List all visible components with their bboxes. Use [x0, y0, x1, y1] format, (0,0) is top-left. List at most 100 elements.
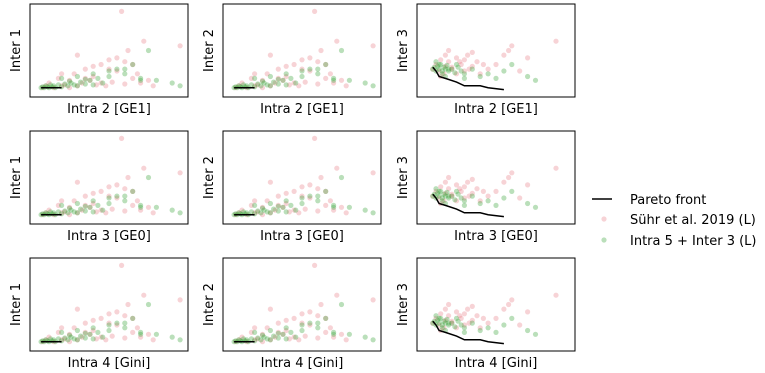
- y-axis-label: Inter 3: [396, 29, 411, 72]
- suhr-point: [125, 301, 131, 308]
- intra5-inter3-point: [138, 77, 144, 83]
- suhr-point: [138, 334, 144, 340]
- suhr-point: [553, 165, 559, 171]
- suhr-point: [442, 190, 448, 196]
- suhr-point: [74, 179, 80, 185]
- intra5-inter3-point: [461, 202, 467, 208]
- suhr-point: [125, 47, 131, 54]
- intra5-inter3-point: [145, 174, 152, 181]
- suhr-point: [119, 135, 125, 141]
- intra5-inter3-point: [449, 320, 455, 326]
- suhr-point: [98, 334, 104, 340]
- intra5-inter3-point: [90, 325, 96, 331]
- intra5-inter3-point: [469, 320, 475, 326]
- intra5-inter3-point: [362, 207, 368, 213]
- intra5-inter3-point: [106, 68, 112, 74]
- suhr-point: [255, 209, 261, 215]
- suhr-point: [307, 322, 313, 328]
- intra5-inter3-point: [153, 204, 159, 210]
- suhr-point: [130, 188, 136, 194]
- suhr-point: [141, 292, 147, 298]
- intra5-inter3-point: [438, 61, 444, 68]
- intra5-inter3-point: [501, 195, 507, 201]
- intra5-inter3-point: [66, 205, 73, 211]
- suhr-point: [465, 179, 471, 185]
- intra5-inter3-point: [55, 209, 62, 215]
- suhr-point: [87, 331, 93, 337]
- suhr-point: [506, 47, 512, 54]
- suhr-point: [130, 61, 136, 68]
- suhr-point: [299, 193, 305, 199]
- intra5-inter3-point: [436, 315, 442, 321]
- subplot-1: Intra 2 [GE1] Inter 1: [9, 3, 189, 117]
- intra5-inter3-point: [68, 207, 74, 213]
- intra5-inter3-point: [122, 66, 128, 72]
- suhr-point: [466, 320, 472, 326]
- y-axis-label: Inter 2: [202, 156, 217, 199]
- suhr-point: [275, 329, 281, 335]
- suhr-point: [90, 200, 96, 207]
- suhr-point: [122, 208, 128, 214]
- intra5-inter3-point: [283, 209, 289, 215]
- suhr-point: [302, 333, 308, 339]
- suhr-point: [177, 297, 183, 303]
- legend-point-swatch: [601, 237, 607, 243]
- intra5-inter3-point: [252, 329, 258, 335]
- suhr-point: [283, 73, 289, 80]
- suhr-point: [474, 313, 480, 319]
- intra5-inter3-point: [477, 200, 483, 207]
- suhr-point: [62, 336, 68, 342]
- intra5-inter3-point: [255, 208, 261, 214]
- suhr-point: [255, 82, 261, 88]
- subplot-5: Intra 3 [GE0] Inter 2: [202, 130, 382, 244]
- intra5-inter3-point: [288, 202, 294, 208]
- suhr-point: [466, 193, 472, 199]
- suhr-point: [82, 202, 88, 208]
- suhr-point: [82, 75, 88, 81]
- suhr-point: [307, 195, 313, 201]
- suhr-point: [252, 198, 258, 204]
- plot-frame: [222, 3, 382, 98]
- suhr-point: [442, 317, 448, 323]
- intra5-inter3-point: [90, 336, 96, 342]
- suhr-point: [312, 135, 318, 141]
- suhr-point: [141, 165, 147, 171]
- intra5-inter3-point: [439, 68, 445, 74]
- subplot-8: Intra 4 [Gini] Inter 2: [202, 257, 382, 371]
- suhr-point: [461, 195, 467, 201]
- legend-entry-1: Pareto front: [592, 193, 706, 208]
- suhr-point: [90, 327, 96, 334]
- suhr-point: [302, 206, 308, 212]
- suhr-point: [457, 186, 463, 192]
- suhr-point: [66, 204, 73, 210]
- intra5-inter3-point: [280, 204, 286, 210]
- suhr-point: [74, 210, 80, 216]
- intra5-inter3-point: [338, 174, 345, 181]
- intra5-inter3-point: [315, 66, 321, 72]
- suhr-point: [55, 75, 62, 81]
- suhr-point: [299, 66, 305, 72]
- intra5-inter3-point: [261, 334, 267, 340]
- intra5-inter3-point: [271, 79, 277, 85]
- intra5-inter3-point: [525, 200, 531, 207]
- suhr-point: [275, 75, 281, 81]
- suhr-point: [264, 198, 270, 204]
- suhr-point: [283, 327, 289, 334]
- y-axis-label: Inter 1: [9, 283, 24, 326]
- suhr-point: [446, 59, 452, 65]
- suhr-point: [239, 207, 245, 213]
- intra5-inter3-point: [59, 75, 65, 81]
- suhr-point: [477, 325, 483, 331]
- suhr-point: [453, 309, 460, 315]
- suhr-point: [74, 83, 80, 89]
- intra5-inter3-point: [315, 71, 321, 77]
- suhr-point: [433, 61, 439, 68]
- suhr-point: [442, 306, 448, 312]
- intra5-inter3-point: [455, 64, 461, 70]
- suhr-point: [318, 174, 324, 181]
- intra5-inter3-point: [62, 335, 68, 341]
- intra5-inter3-point: [169, 80, 175, 86]
- suhr-point: [145, 77, 152, 83]
- intra5-inter3-point: [138, 331, 144, 337]
- intra5-inter3-point: [87, 331, 93, 337]
